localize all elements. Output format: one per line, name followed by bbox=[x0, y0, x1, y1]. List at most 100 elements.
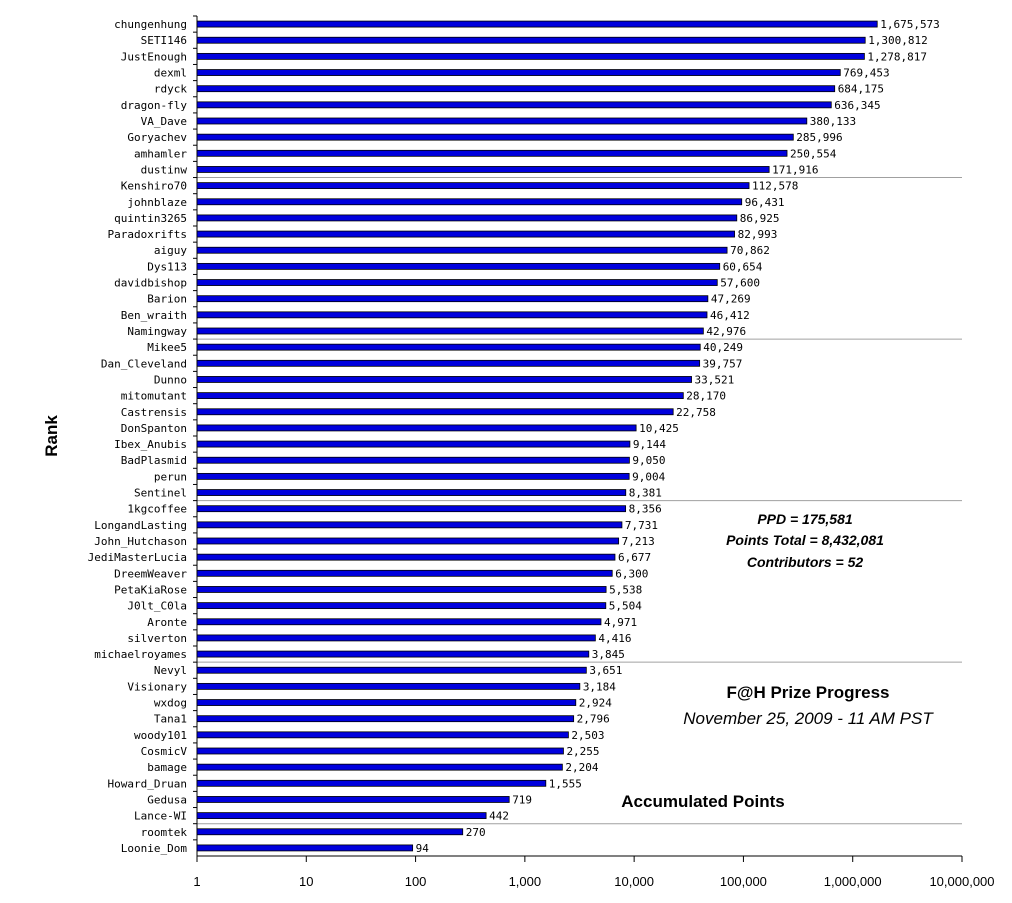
bar bbox=[196, 505, 627, 513]
category-label: LongandLasting bbox=[94, 519, 187, 532]
bar bbox=[196, 489, 627, 496]
category-label: Dunno bbox=[154, 373, 187, 386]
category-label: Barion bbox=[147, 293, 187, 306]
category-label: J0lt_C0la bbox=[127, 600, 187, 613]
data-label: 2,924 bbox=[579, 697, 612, 710]
bar bbox=[196, 230, 735, 238]
data-label: 2,796 bbox=[577, 713, 610, 726]
category-label: JediMasterLucia bbox=[88, 551, 187, 564]
category-label: Castrensis bbox=[121, 406, 187, 419]
category-label: 1kgcoffee bbox=[127, 503, 187, 516]
category-label: davidbishop bbox=[114, 277, 187, 290]
category-label: Dan_Cleveland bbox=[101, 357, 187, 370]
category-label: quintin3265 bbox=[114, 212, 187, 225]
data-label: 4,971 bbox=[604, 616, 637, 629]
bar bbox=[196, 117, 808, 125]
category-label: Namingway bbox=[127, 325, 187, 338]
bar bbox=[196, 376, 692, 383]
category-label: Tana1 bbox=[154, 713, 187, 726]
bar bbox=[196, 327, 704, 335]
bar bbox=[196, 586, 607, 593]
bar bbox=[196, 198, 743, 206]
data-label: 5,538 bbox=[609, 583, 642, 596]
category-label: Kenshiro70 bbox=[121, 180, 187, 193]
data-label: 3,651 bbox=[589, 664, 622, 677]
bar bbox=[196, 747, 564, 755]
category-labels: chungenhung SETI146 JustEnough dexml rdyck dr… bbox=[88, 15, 197, 855]
data-label: 8,356 bbox=[629, 503, 662, 516]
category-label: rdyck bbox=[154, 83, 187, 96]
category-label: Loonie_Dom bbox=[121, 842, 188, 855]
category-label: michaelroyames bbox=[94, 648, 187, 661]
bar bbox=[196, 20, 878, 28]
stat-contributors: Contributors = 52 bbox=[747, 554, 864, 570]
bar bbox=[196, 796, 510, 803]
bar bbox=[196, 828, 464, 836]
bar bbox=[196, 246, 728, 254]
category-label: amhamler bbox=[134, 147, 187, 160]
bar bbox=[196, 359, 701, 367]
bars bbox=[196, 20, 878, 852]
x-tick-label: 100 bbox=[405, 874, 427, 889]
data-label: 39,757 bbox=[703, 357, 743, 370]
category-label: Ibex_Anubis bbox=[114, 438, 187, 451]
bar bbox=[196, 618, 602, 626]
category-label: Dys113 bbox=[147, 260, 187, 273]
category-label: Mikee5 bbox=[147, 341, 187, 354]
bar bbox=[196, 521, 623, 529]
data-label: 6,300 bbox=[615, 567, 648, 580]
category-label: mitomutant bbox=[121, 390, 187, 403]
category-label: wxdog bbox=[154, 697, 187, 710]
data-label: 2,255 bbox=[566, 745, 599, 758]
category-label: woody101 bbox=[134, 729, 187, 742]
bar bbox=[196, 779, 547, 787]
data-label: 94 bbox=[416, 842, 430, 855]
data-label: 82,993 bbox=[738, 228, 778, 241]
bar bbox=[196, 343, 701, 351]
bar bbox=[196, 456, 630, 464]
data-label: 4,416 bbox=[598, 632, 631, 645]
bar bbox=[196, 166, 770, 173]
bar bbox=[196, 262, 721, 270]
data-label: 8,381 bbox=[629, 487, 662, 500]
bar bbox=[196, 101, 832, 109]
bar bbox=[196, 440, 631, 448]
x-tick-label: 1,000,000 bbox=[824, 874, 882, 889]
data-label: 1,300,812 bbox=[868, 34, 928, 47]
bar bbox=[196, 279, 718, 286]
bar bbox=[196, 715, 575, 723]
data-label: 380,133 bbox=[810, 115, 856, 128]
data-label: 9,004 bbox=[632, 470, 665, 483]
category-label: John_Hutchason bbox=[94, 535, 187, 548]
bar bbox=[196, 553, 616, 561]
bar bbox=[196, 472, 630, 480]
category-label: PetaKiaRose bbox=[114, 583, 187, 596]
category-label: perun bbox=[154, 470, 187, 483]
data-label: 42,976 bbox=[706, 325, 746, 338]
data-label: 3,184 bbox=[583, 680, 616, 693]
data-label: 270 bbox=[466, 826, 486, 839]
category-label: JustEnough bbox=[121, 50, 187, 63]
data-label: 719 bbox=[512, 793, 532, 806]
data-label: 2,503 bbox=[571, 729, 604, 742]
x-ticks: 1 10 100 1,000 10,000 100,000 1,000,000 10,000,… bbox=[193, 856, 995, 889]
data-label: 171,916 bbox=[772, 163, 818, 176]
grid-lines bbox=[197, 177, 962, 825]
bar bbox=[196, 844, 414, 852]
chart-subtitle: November 25, 2009 - 11 AM PST bbox=[683, 709, 934, 728]
bar bbox=[196, 424, 637, 432]
data-label: 769,453 bbox=[843, 67, 889, 80]
bar bbox=[196, 634, 596, 642]
y-axis-label: Rank bbox=[42, 415, 61, 457]
category-label: Visionary bbox=[127, 680, 187, 693]
bar bbox=[196, 133, 794, 141]
category-label: chungenhung bbox=[114, 18, 187, 31]
category-label: Gedusa bbox=[147, 793, 187, 806]
bar bbox=[196, 311, 708, 319]
data-label: 96,431 bbox=[745, 196, 785, 209]
x-tick-label: 10,000 bbox=[614, 874, 654, 889]
category-label: Nevyl bbox=[154, 664, 187, 677]
category-label: johnblaze bbox=[127, 196, 187, 209]
category-label: Lance-WI bbox=[134, 810, 187, 823]
data-label: 40,249 bbox=[703, 341, 743, 354]
